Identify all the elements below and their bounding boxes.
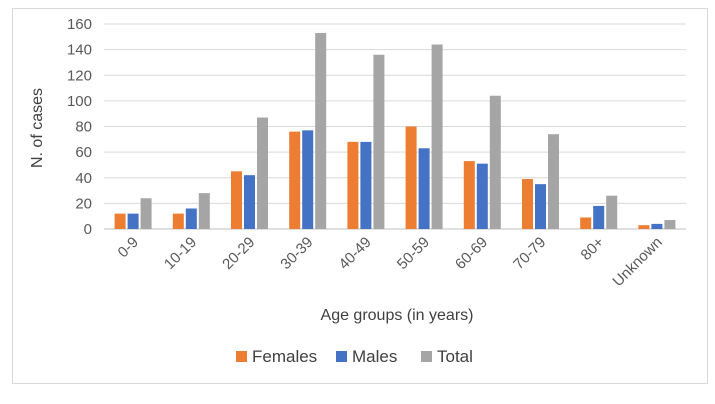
bar-total-40-49 xyxy=(373,54,385,229)
bar-females-80+ xyxy=(580,217,592,229)
bar-females-30-39 xyxy=(289,131,301,229)
bar-males-80+ xyxy=(593,205,605,229)
y-tick-labels: 0 20 40 60 80 100 120 140 160 xyxy=(67,16,92,238)
legend-label-total: Total xyxy=(437,347,473,366)
y-tick-label: 120 xyxy=(67,67,92,84)
bar-males-40-49 xyxy=(360,141,372,229)
x-tick-label: Unknown xyxy=(609,234,665,290)
x-tick-label: 70-79 xyxy=(510,234,549,273)
legend-swatch-total xyxy=(421,351,432,362)
legend-swatch-females xyxy=(236,351,247,362)
bar-females-60-69 xyxy=(463,161,475,229)
bar-total-50-59 xyxy=(431,44,443,229)
gridlines xyxy=(104,23,686,230)
legend: Females Males Total xyxy=(236,347,473,366)
x-tick-label: 30-39 xyxy=(277,234,316,273)
y-tick-label: 100 xyxy=(67,93,92,110)
legend-swatch-males xyxy=(336,351,347,362)
x-tick-label: 10-19 xyxy=(161,234,200,273)
bar-females-10-19 xyxy=(172,213,184,229)
bar-females-unknown xyxy=(638,225,650,229)
bar-total-80+ xyxy=(606,195,618,229)
x-tick-label: 20-29 xyxy=(219,234,258,273)
x-tick-label: 60-69 xyxy=(452,234,491,273)
chart-frame xyxy=(12,8,708,384)
bar-total-30-39 xyxy=(315,32,327,229)
bar-females-0-9 xyxy=(114,213,126,229)
y-tick-label: 140 xyxy=(67,42,92,59)
y-tick-label: 0 xyxy=(84,221,92,238)
x-tick-label: 0-9 xyxy=(115,234,142,261)
bar-females-20-29 xyxy=(231,171,242,229)
bar-males-20-29 xyxy=(244,175,255,229)
bar-males-30-39 xyxy=(302,130,314,229)
bar-males-70-79 xyxy=(535,184,546,229)
bars xyxy=(114,32,676,229)
bar-total-20-29 xyxy=(257,117,268,229)
bar-total-unknown xyxy=(664,220,676,229)
y-tick-label: 160 xyxy=(67,16,92,33)
bar-total-0-9 xyxy=(140,198,152,229)
legend-label-males: Males xyxy=(352,347,397,366)
bar-females-50-59 xyxy=(405,126,417,229)
x-tick-label: 50-59 xyxy=(394,234,433,273)
bar-males-0-9 xyxy=(127,213,139,229)
bar-males-50-59 xyxy=(418,148,430,229)
bar-total-70-79 xyxy=(548,134,559,229)
bar-total-10-19 xyxy=(198,193,210,229)
y-tick-label: 40 xyxy=(75,170,92,187)
x-tick-labels: 0-9 10-19 20-29 30-39 40-49 50-59 60-69 70-79 80… xyxy=(115,234,666,290)
legend-label-females: Females xyxy=(252,347,317,366)
x-axis-title: Age groups (in years) xyxy=(321,307,474,324)
bar-total-60-69 xyxy=(489,95,501,229)
bar-males-unknown xyxy=(651,223,663,229)
y-tick-label: 20 xyxy=(75,195,92,212)
y-tick-label: 80 xyxy=(75,119,92,136)
bar-females-70-79 xyxy=(522,179,533,229)
bar-males-10-19 xyxy=(185,208,197,229)
y-tick-label: 60 xyxy=(75,144,92,161)
bar-males-60-69 xyxy=(476,163,488,229)
x-tick-label: 40-49 xyxy=(336,234,375,273)
x-tick-label: 80+ xyxy=(578,234,608,264)
bar-females-40-49 xyxy=(347,141,359,229)
y-axis-title: N. of cases xyxy=(29,88,46,168)
